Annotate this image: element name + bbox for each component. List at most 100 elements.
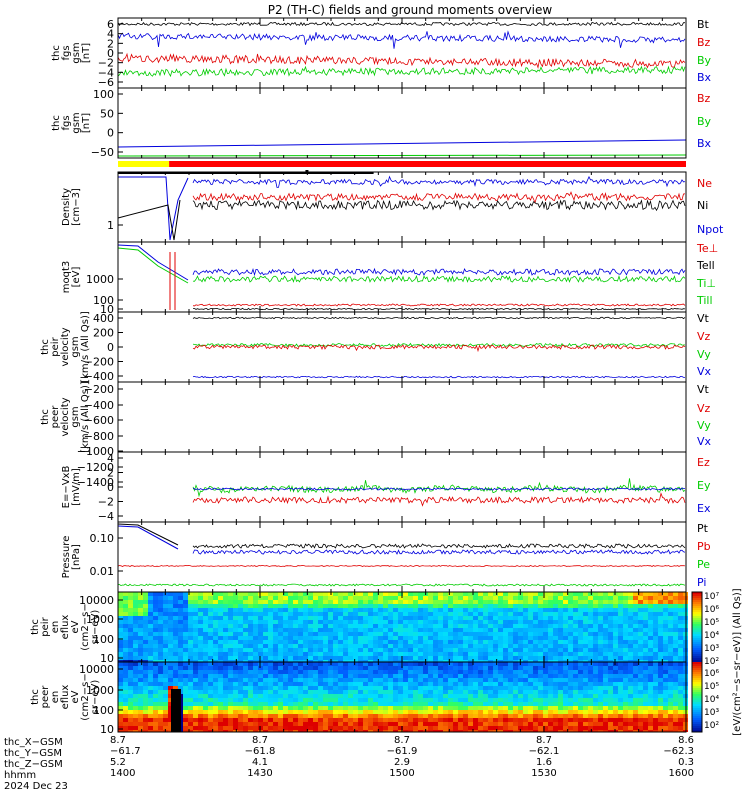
- heatmap-cell: [493, 608, 498, 612]
- heatmap-cell: [328, 702, 333, 706]
- heatmap-cell: [213, 686, 218, 690]
- heatmap-cell: [458, 604, 463, 608]
- heatmap-cell: [218, 600, 223, 604]
- heatmap-cell: [353, 656, 358, 660]
- heatmap-cell: [368, 616, 373, 620]
- heatmap-cell: [323, 682, 328, 686]
- heatmap-cell: [398, 714, 403, 718]
- colorbar-cell: [692, 616, 702, 618]
- heatmap-cell: [653, 620, 658, 624]
- heatmap-cell: [223, 636, 228, 640]
- heatmap-cell: [668, 714, 673, 718]
- heatmap-cell: [493, 678, 498, 682]
- heatmap-cell: [483, 714, 488, 718]
- heatmap-cell: [473, 652, 478, 656]
- heatmap-cell: [428, 722, 433, 726]
- heatmap-cell: [458, 714, 463, 718]
- heatmap-cell: [168, 694, 173, 698]
- heatmap-cell: [608, 714, 613, 718]
- heatmap-cell: [313, 722, 318, 726]
- heatmap-cell: [298, 600, 303, 604]
- heatmap-cell: [373, 726, 378, 730]
- heatmap-cell: [263, 722, 268, 726]
- heatmap-cell: [138, 662, 143, 666]
- heatmap-cell: [458, 678, 463, 682]
- heatmap-cell: [333, 612, 338, 616]
- heatmap-cell: [393, 710, 398, 714]
- heatmap-cell: [438, 682, 443, 686]
- heatmap-cell: [458, 666, 463, 670]
- heatmap-cell: [408, 726, 413, 730]
- heatmap-cell: [583, 662, 588, 666]
- heatmap-cell: [458, 706, 463, 710]
- heatmap-cell: [253, 714, 258, 718]
- heatmap-cell: [393, 682, 398, 686]
- heatmap-cell: [558, 616, 563, 620]
- colorbar-cell: [692, 634, 702, 636]
- heatmap-cell: [598, 714, 603, 718]
- heatmap-cell: [548, 726, 553, 730]
- heatmap-cell: [358, 690, 363, 694]
- heatmap-cell: [673, 648, 678, 652]
- legend-entry: Pe: [697, 558, 710, 571]
- y-axis-label: gsm: [70, 406, 81, 427]
- heatmap-cell: [478, 604, 483, 608]
- heatmap-cell: [233, 698, 238, 702]
- heatmap-cell: [353, 604, 358, 608]
- heatmap-cell: [208, 636, 213, 640]
- heatmap-cell: [548, 666, 553, 670]
- heatmap-cell: [183, 608, 188, 612]
- heatmap-cell: [533, 632, 538, 636]
- heatmap-cell: [553, 660, 558, 662]
- heatmap-cell: [128, 678, 133, 682]
- heatmap-cell: [493, 640, 498, 644]
- heatmap-cell: [388, 698, 393, 702]
- heatmap-cell: [203, 648, 208, 652]
- heatmap-cell: [148, 636, 153, 640]
- heatmap-cell: [173, 644, 178, 648]
- heatmap-cell: [388, 628, 393, 632]
- heatmap-cell: [128, 608, 133, 612]
- heatmap-cell: [398, 656, 403, 660]
- heatmap-cell: [363, 686, 368, 690]
- heatmap-cell: [368, 612, 373, 616]
- heatmap-cell: [183, 628, 188, 632]
- heatmap-cell: [173, 648, 178, 652]
- heatmap-cell: [138, 652, 143, 656]
- heatmap-cell: [568, 640, 573, 644]
- heatmap-cell: [528, 714, 533, 718]
- heatmap-cell: [628, 730, 633, 732]
- heatmap-cell: [663, 730, 668, 732]
- heatmap-cell: [333, 600, 338, 604]
- heatmap-cell: [168, 656, 173, 660]
- heatmap-cell: [438, 596, 443, 600]
- heatmap-cell: [128, 706, 133, 710]
- heatmap-cell: [553, 656, 558, 660]
- heatmap-cell: [328, 678, 333, 682]
- y-tick-label: 0: [107, 127, 114, 140]
- heatmap-cell: [633, 678, 638, 682]
- heatmap-cell: [678, 690, 683, 694]
- heatmap-cell: [328, 640, 333, 644]
- heatmap-cell: [648, 608, 653, 612]
- heatmap-cell: [278, 656, 283, 660]
- heatmap-cell: [153, 624, 158, 628]
- heatmap-cell: [438, 624, 443, 628]
- heatmap-cell: [303, 714, 308, 718]
- heatmap-cell: [278, 722, 283, 726]
- heatmap-cell: [198, 596, 203, 600]
- heatmap-cell: [678, 632, 683, 636]
- heatmap-cell: [658, 670, 663, 674]
- heatmap-cell: [538, 702, 543, 706]
- heatmap-cell: [603, 694, 608, 698]
- heatmap-cell: [278, 682, 283, 686]
- heatmap-cell: [388, 604, 393, 608]
- heatmap-cell: [343, 620, 348, 624]
- heatmap-cell: [633, 600, 638, 604]
- heatmap-cell: [458, 628, 463, 632]
- heatmap-cell: [263, 596, 268, 600]
- heatmap-cell: [273, 612, 278, 616]
- heatmap-cell: [533, 702, 538, 706]
- heatmap-cell: [628, 678, 633, 682]
- heatmap-cell: [138, 660, 143, 662]
